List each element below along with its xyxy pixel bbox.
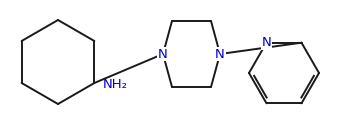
Text: NH₂: NH₂ bbox=[102, 79, 127, 92]
Text: N: N bbox=[262, 36, 271, 49]
Text: N: N bbox=[158, 47, 168, 60]
Text: N: N bbox=[215, 47, 225, 60]
